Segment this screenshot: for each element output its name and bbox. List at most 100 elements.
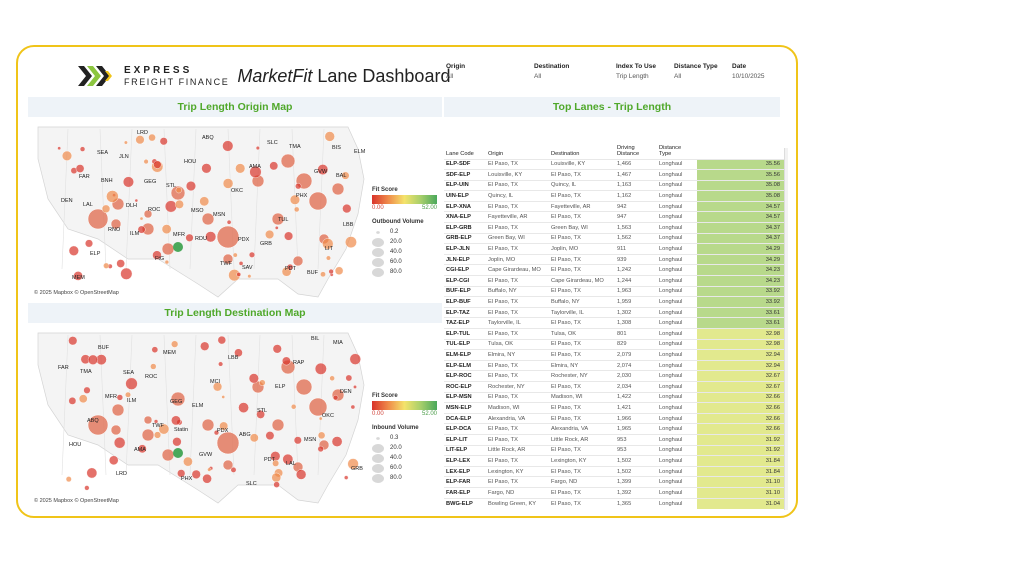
table-row[interactable]: ROC-ELP Rochester, NY El Paso, TX 2,034 Long… [444,380,788,393]
volume-bubble [172,437,182,447]
filter-value[interactable]: All [446,73,454,80]
city-label: GEG [170,399,182,405]
filter-date[interactable]: Date 10/10/2025 [732,63,765,80]
table-row[interactable]: JLN-ELP Joplin, MO El Paso, TX 939 Longhaul 3… [444,253,788,265]
volume-bubble [141,428,155,442]
volume-bubble [123,140,128,145]
table-row[interactable]: DCA-ELP Alexandria, VA El Paso, TX 1,966 Lon… [444,412,788,424]
table-row[interactable]: ELP-LIT El Paso, TX Little Rock, AR 953 Long… [444,433,788,446]
volume-bubble [120,267,133,280]
cell-code: ELP-TAZ [444,306,486,318]
cell-dist: 1,959 [615,296,657,308]
header-driving-distance[interactable]: Driving Distance [615,133,657,159]
cell-score: 32.66 [697,423,788,435]
filter-index[interactable]: Index To Use Trip Length [616,63,656,80]
header-lane-code[interactable]: Lane Code [446,150,474,157]
table-row[interactable]: ELP-CGI El Paso, TX Cape Girardeau, MO 1,24… [444,275,788,287]
header-line: Distance [659,144,682,151]
table-row[interactable]: TAZ-ELP Taylorville, IL El Paso, TX 1,308 Lo… [444,317,788,329]
city-label: ROC [148,207,160,213]
cell-code: ELM-ELP [444,349,486,361]
table-row[interactable]: BUF-ELP Buffalo, NY El Paso, TX 1,963 Longha… [444,285,788,297]
table-row[interactable]: ELP-XNA El Paso, TX Fayetteville, AR 942 Lon… [444,200,788,212]
filter-value[interactable]: Trip Length [616,73,649,80]
cell-score: 35.08 [697,179,788,191]
cell-dist: 829 [615,338,657,350]
cell-score: 34.37 [697,222,788,234]
lanes-table-container[interactable]: Lane Code Origin Destination Driving Dist… [444,133,788,515]
cell-dist: 1,563 [615,222,657,234]
table-scrollbar[interactable] [784,148,788,510]
header-origin[interactable]: Origin [488,150,504,157]
table-row[interactable]: LIT-ELP Little Rock, AR El Paso, TX 953 Long… [444,444,788,456]
table-row[interactable]: XNA-ELP Fayetteville, AR El Paso, TX 947 Lon… [444,211,788,223]
cell-origin: Madison, WI [486,402,549,414]
table-row[interactable]: UIN-ELP Quincy, IL El Paso, TX 1,162 Longhau… [444,190,788,202]
table-row[interactable]: ELP-ROC El Paso, TX Rochester, NY 2,030 Long… [444,370,788,382]
cell-score: 31.10 [697,476,788,488]
cell-origin: Bowling Green, KY [486,497,549,509]
cell-score: 31.10 [697,486,788,498]
table-row[interactable]: CGI-ELP Cape Girardeau, MO El Paso, TX 1,24… [444,264,788,276]
table-row[interactable]: ELP-BUF El Paso, TX Buffalo, NY 1,959 Longha… [444,296,788,308]
table-row[interactable]: ELP-GRB El Paso, TX Green Bay, WI 1,563 Long… [444,222,788,234]
table-row[interactable]: TUL-ELP Tulsa, OK El Paso, TX 829 Longhaul 32… [444,338,788,350]
volume-bubble [85,239,93,248]
table-row[interactable]: ELP-FAR El Paso, TX Fargo, ND 1,399 Longhaul… [444,476,788,488]
header-destination[interactable]: Destination [551,150,580,157]
volume-bubble [350,404,356,410]
cell-dist: 953 [615,444,657,456]
cell-type: Longhaul [657,433,697,446]
city-label: LRD [137,130,148,136]
table-row[interactable]: LEX-ELP Lexington, KY El Paso, TX 1,502 Long… [444,465,788,477]
volume-bubble [232,252,238,258]
table-row[interactable]: ELP-JLN El Paso, TX Joplin, MO 911 Longhaul 3… [444,243,788,255]
brand-line1: EXPRESS [124,64,193,76]
fit-min: 0.00 [372,411,384,417]
cell-score: 33.92 [697,296,788,308]
table-row[interactable]: MSN-ELP Madison, WI El Paso, TX 1,421 Longha… [444,402,788,414]
volume-bubble [282,453,294,465]
header-distance-type[interactable]: Distance Type [657,133,697,159]
table-row[interactable]: SDF-ELP Louisville, KY El Paso, TX 1,467 Lon… [444,169,788,181]
table-row[interactable]: ELP-DCA El Paso, TX Alexandria, VA 1,965 Lon… [444,423,788,435]
filter-destination[interactable]: Destination All [534,63,569,80]
filter-distance-type[interactable]: Distance Type All [674,63,718,80]
volume-bubble [331,436,343,447]
table-row[interactable]: GRB-ELP Green Bay, WI El Paso, TX 1,562 Long… [444,232,788,244]
table-row[interactable]: ELM-ELP Elmira, NY El Paso, TX 2,079 Longhau… [444,349,788,361]
cell-type: Longhaul [657,158,697,170]
table-row[interactable]: ELP-MSN El Paso, TX Madison, WI 1,422 Longha… [444,391,788,403]
filter-value[interactable]: All [534,73,542,80]
cell-score: 35.56 [697,158,788,170]
filter-origin[interactable]: Origin All [446,63,465,80]
city-label: STL [166,183,176,189]
destination-map-canvas[interactable]: SEA GEG PDX PDT BIL FAR MFR TWF GVW SLC RAP DEN ABQ A… [28,325,442,507]
table-row[interactable]: ELP-SDF El Paso, TX Louisville, KY 1,466 Lon… [444,158,788,170]
header-score[interactable] [697,133,788,159]
city-label: TWF [220,261,233,267]
destination-map[interactable]: SEA GEG PDX PDT BIL FAR MFR TWF GVW SLC RAP DEN ABQ A… [28,325,442,507]
volume-bubble [87,414,109,436]
cell-type: Longhaul [657,497,697,509]
origin-map-canvas[interactable]: SEA GEG MSO PDX PDT BIS FAR DLH MFR TWF SLC GVW DEN R… [28,119,442,299]
volume-bubble [201,418,215,432]
cell-code: ELP-SDF [444,158,486,170]
cell-score: 31.84 [697,455,788,467]
filter-value[interactable]: All [674,73,682,80]
table-row[interactable]: ELP-TAZ El Paso, TX Taylorville, IL 1,302 Lo… [444,306,788,318]
table-row[interactable]: ELP-LEX El Paso, TX Lexington, KY 1,502 Long… [444,455,788,467]
table-row[interactable]: ELP-TUL El Paso, TX Tulsa, OK 801 Longhaul 32… [444,328,788,340]
brand-name: EXPRESS FREIGHT FINANCE [124,64,229,87]
volume-bubble [86,467,98,479]
city-label: TMA [80,369,92,375]
table-row[interactable]: ELP-ELM El Paso, TX Elmira, NY 2,074 Longhau… [444,359,788,371]
origin-map[interactable]: SEA GEG MSO PDX PDT BIS FAR DLH MFR TWF SLC GVW DEN R… [28,119,442,299]
table-row[interactable]: BWG-ELP Bowling Green, KY El Paso, TX 1,365… [444,497,788,509]
volume-bubble [235,163,246,174]
city-label: BIS [332,145,341,151]
cell-dist: 911 [615,243,657,255]
filter-value[interactable]: 10/10/2025 [732,73,765,80]
table-row[interactable]: ELP-UIN El Paso, TX Quincy, IL 1,163 Longhau… [444,179,788,191]
table-row[interactable]: FAR-ELP Fargo, ND El Paso, TX 1,392 Longhaul… [444,486,788,498]
